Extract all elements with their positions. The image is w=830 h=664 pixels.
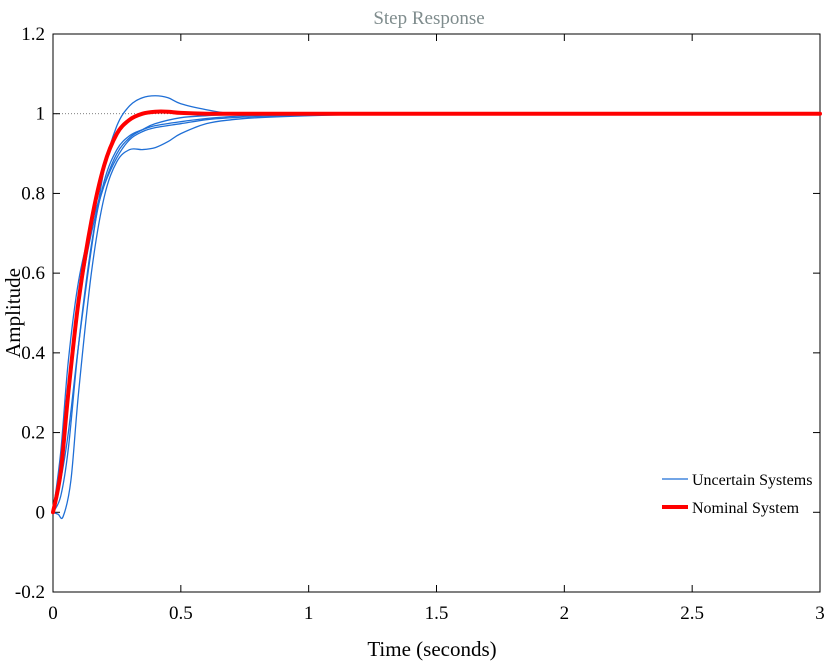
legend: Uncertain Systems Nominal System <box>662 472 812 517</box>
y-tick-label: 0.4 <box>21 343 45 364</box>
x-tick-label: 0.5 <box>169 603 193 624</box>
x-tick-label: 3 <box>815 603 825 624</box>
x-tick-label: 1.5 <box>425 603 449 624</box>
x-tick-label: 2.5 <box>680 603 704 624</box>
y-tick-label: 0.8 <box>21 183 45 204</box>
y-tick-label: 0.2 <box>21 423 45 444</box>
x-tick-label: 0 <box>48 603 58 624</box>
x-axis-label: Time (seconds) <box>367 637 496 661</box>
nominal-system-line <box>51 109 822 515</box>
y-tick-label: -0.2 <box>15 582 45 603</box>
axis-ticks: 0 0.5 1 1.5 2 2.5 3-0.200.20.40.60.811.2 <box>15 24 825 624</box>
y-tick-label: 1 <box>36 104 46 125</box>
y-axis-label: Amplitude <box>1 268 25 358</box>
y-tick-label: 0.6 <box>21 263 45 284</box>
x-tick-label: 2 <box>560 603 570 624</box>
plot-area <box>52 33 821 593</box>
series-layer <box>51 95 822 520</box>
y-tick-label: 0 <box>36 502 46 523</box>
legend-label-uncertain: Uncertain Systems <box>692 472 812 489</box>
y-tick-label: 1.2 <box>21 24 45 45</box>
legend-label-nominal: Nominal System <box>692 500 800 517</box>
x-tick-label: 1 <box>304 603 314 624</box>
chart-title: Step Response <box>373 8 484 29</box>
